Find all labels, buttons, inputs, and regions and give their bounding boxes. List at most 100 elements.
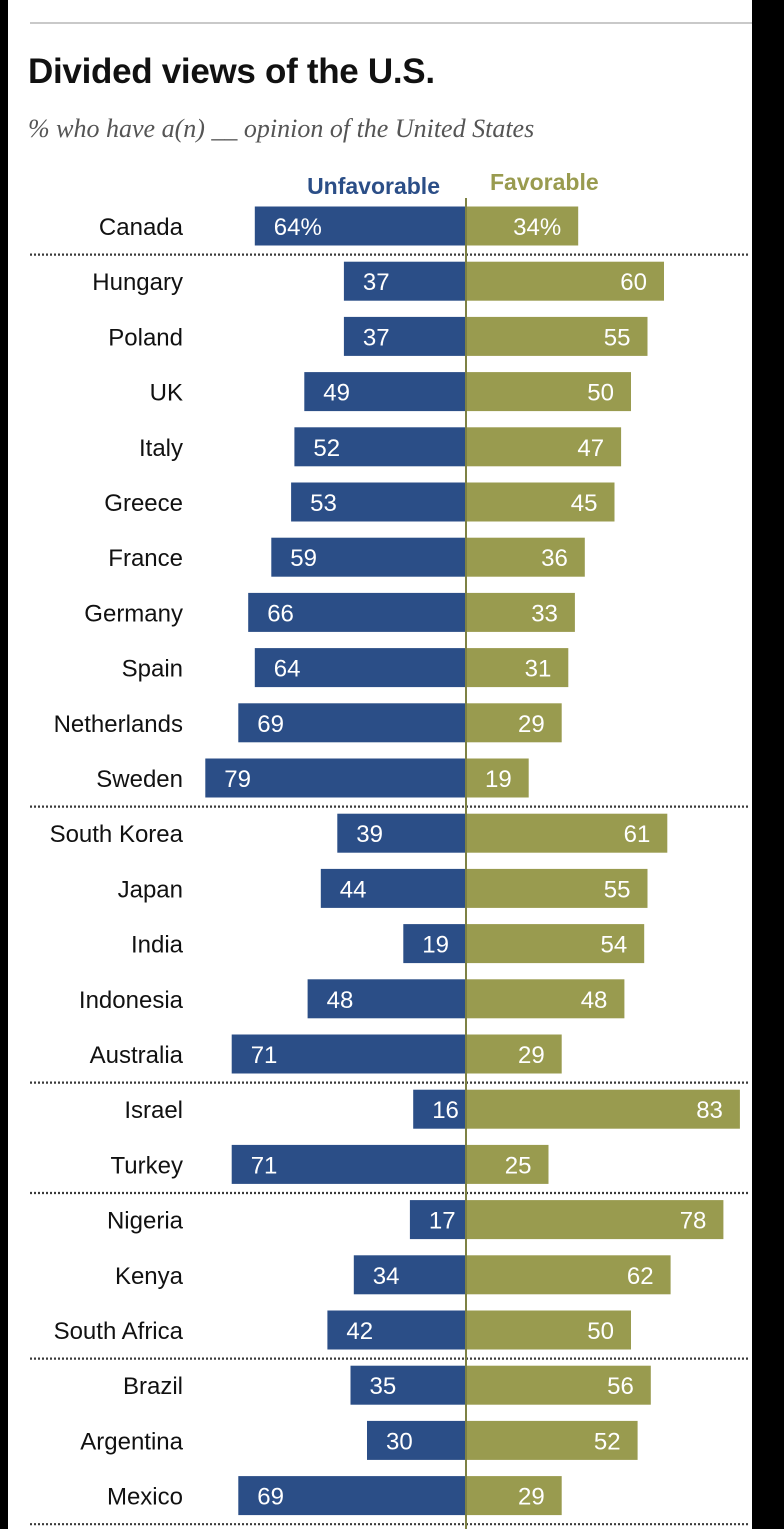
- category-label-nigeria: Nigeria: [107, 1208, 184, 1235]
- chart-subtitle: % who have a(n) __ opinion of the United…: [28, 114, 535, 143]
- value-unfavorable-sweden: 79: [224, 766, 251, 793]
- bar-unfavorable-netherlands: [238, 703, 466, 743]
- category-label-netherlands: Netherlands: [54, 711, 183, 738]
- bar-favorable-nigeria: [466, 1200, 724, 1240]
- chart-panel: Divided views of the U.S. % who have a(n…: [8, 0, 752, 1529]
- bar-favorable-kenya: [466, 1255, 671, 1295]
- category-label-japan: Japan: [118, 876, 183, 903]
- value-favorable-italy: 47: [577, 435, 604, 462]
- value-favorable-spain: 31: [525, 656, 552, 683]
- diverging-bar-chart: Unfavorable Favorable Canada 64% 34% Hungary 3…: [30, 169, 750, 1529]
- bar-favorable-hungary: [466, 261, 664, 301]
- value-unfavorable-hungary: 37: [363, 269, 390, 296]
- value-unfavorable-israel: 16: [432, 1097, 459, 1124]
- value-favorable-argentina: 52: [594, 1428, 621, 1455]
- value-favorable-greece: 45: [571, 490, 598, 517]
- bar-unfavorable-italy: [294, 427, 466, 467]
- bar-unfavorable-poland: [343, 316, 466, 356]
- bar-favorable-south-africa: [466, 1310, 631, 1350]
- bar-favorable-sweden: [466, 758, 529, 798]
- value-unfavorable-france: 59: [290, 545, 317, 572]
- bar-favorable-netherlands: [466, 703, 562, 743]
- category-label-mexico: Mexico: [107, 1484, 183, 1511]
- bar-favorable-brazil: [466, 1365, 651, 1405]
- value-unfavorable-uk: 49: [323, 380, 350, 407]
- value-unfavorable-argentina: 30: [386, 1428, 413, 1455]
- value-unfavorable-indonesia: 48: [327, 987, 354, 1014]
- category-label-kenya: Kenya: [115, 1263, 184, 1290]
- value-favorable-canada: 34%: [513, 214, 561, 241]
- category-label-australia: Australia: [90, 1042, 184, 1069]
- bar-unfavorable-turkey: [231, 1144, 466, 1184]
- value-favorable-netherlands: 29: [518, 711, 545, 738]
- value-unfavorable-canada: 64%: [274, 214, 322, 241]
- category-label-hungary: Hungary: [92, 269, 183, 296]
- bar-favorable-turkey: [466, 1144, 549, 1184]
- value-favorable-south-korea: 61: [624, 821, 651, 848]
- bar-favorable-italy: [466, 427, 622, 467]
- category-label-india: India: [131, 932, 184, 959]
- value-unfavorable-mexico: 69: [257, 1484, 284, 1511]
- category-label-south-africa: South Africa: [54, 1318, 184, 1345]
- value-unfavorable-turkey: 71: [251, 1152, 278, 1179]
- bar-unfavorable-uk: [304, 372, 466, 412]
- bar-unfavorable-greece: [291, 482, 466, 522]
- category-label-france: France: [108, 545, 183, 572]
- bar-favorable-spain: [466, 648, 569, 688]
- value-unfavorable-spain: 64: [274, 656, 301, 683]
- category-label-turkey: Turkey: [111, 1152, 183, 1179]
- bar-favorable-australia: [466, 1034, 562, 1074]
- category-label-brazil: Brazil: [123, 1373, 183, 1400]
- bar-unfavorable-south-korea: [337, 813, 466, 853]
- bar-unfavorable-japan: [320, 868, 466, 908]
- value-unfavorable-south-africa: 42: [346, 1318, 373, 1345]
- bar-favorable-india: [466, 924, 645, 964]
- value-favorable-france: 36: [541, 545, 568, 572]
- value-favorable-indonesia: 48: [581, 987, 608, 1014]
- legend-unfavorable: Unfavorable: [307, 173, 440, 199]
- value-unfavorable-brazil: 35: [370, 1373, 397, 1400]
- bar-unfavorable-kenya: [353, 1255, 466, 1295]
- value-favorable-south-africa: 50: [587, 1318, 614, 1345]
- bar-unfavorable-south-africa: [327, 1310, 466, 1350]
- category-label-south-korea: South Korea: [50, 821, 184, 848]
- bar-unfavorable-spain: [254, 648, 466, 688]
- value-favorable-israel: 83: [696, 1097, 723, 1124]
- bar-unfavorable-france: [271, 537, 466, 577]
- bar-favorable-argentina: [466, 1420, 638, 1460]
- bar-unfavorable-germany: [248, 592, 466, 632]
- value-favorable-poland: 55: [604, 324, 631, 351]
- category-label-indonesia: Indonesia: [79, 987, 184, 1014]
- value-favorable-australia: 29: [518, 1042, 545, 1069]
- bar-unfavorable-australia: [231, 1034, 466, 1074]
- bar-unfavorable-israel: [413, 1089, 466, 1129]
- value-favorable-brazil: 56: [607, 1373, 634, 1400]
- bar-unfavorable-argentina: [367, 1420, 466, 1460]
- value-unfavorable-australia: 71: [251, 1042, 278, 1069]
- value-unfavorable-greece: 53: [310, 490, 337, 517]
- bar-favorable-south-korea: [466, 813, 668, 853]
- value-unfavorable-japan: 44: [340, 876, 367, 903]
- value-unfavorable-india: 19: [422, 932, 449, 959]
- bar-unfavorable-mexico: [238, 1476, 466, 1516]
- bar-favorable-uk: [466, 372, 631, 412]
- bar-unfavorable-brazil: [350, 1365, 466, 1405]
- bar-favorable-poland: [466, 316, 648, 356]
- bar-favorable-france: [466, 537, 585, 577]
- bar-favorable-israel: [466, 1089, 740, 1129]
- bar-unfavorable-sweden: [205, 758, 467, 798]
- category-label-sweden: Sweden: [96, 766, 183, 793]
- category-label-spain: Spain: [122, 656, 183, 683]
- bar-unfavorable-indonesia: [307, 979, 466, 1019]
- value-unfavorable-kenya: 34: [373, 1263, 400, 1290]
- value-favorable-kenya: 62: [627, 1263, 654, 1290]
- bar-unfavorable-india: [403, 924, 466, 964]
- bar-favorable-canada: [466, 206, 579, 246]
- bar-unfavorable-hungary: [343, 261, 466, 301]
- value-unfavorable-italy: 52: [313, 435, 340, 462]
- value-favorable-nigeria: 78: [680, 1208, 707, 1235]
- category-label-uk: UK: [150, 380, 183, 407]
- value-unfavorable-germany: 66: [267, 600, 294, 627]
- value-favorable-sweden: 19: [485, 766, 512, 793]
- bar-favorable-greece: [466, 482, 615, 522]
